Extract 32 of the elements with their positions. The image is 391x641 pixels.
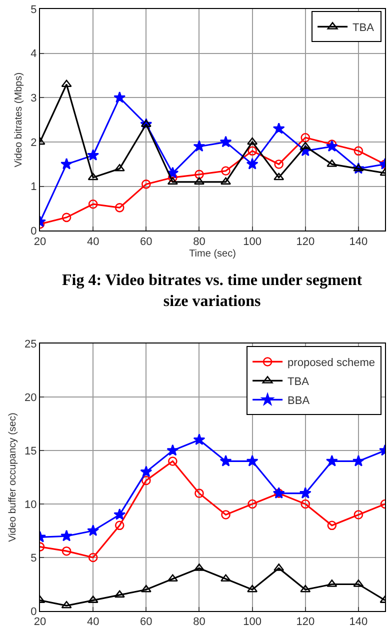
y-axis-title: Video buffer occupancy (sec)	[8, 412, 19, 542]
x-tick-label: 140	[349, 616, 368, 628]
y-tick-label: 1	[30, 181, 37, 194]
x-tick-label: 100	[243, 616, 262, 628]
y-tick-label: 2	[30, 136, 37, 149]
x-tick-label: 40	[86, 616, 100, 628]
x-tick-label: 80	[193, 236, 206, 248]
x-tick-label: 60	[140, 236, 152, 248]
y-tick-label: 3	[30, 92, 37, 105]
x-tick-label: 120	[296, 616, 315, 628]
x-tick-label: 60	[140, 616, 152, 628]
y-tick-label: 10	[24, 498, 37, 511]
legend-label: BBA	[288, 395, 310, 408]
x-tick-label: 80	[193, 616, 206, 628]
y-tick-label: 0	[30, 606, 37, 618]
legend-label: proposed scheme	[288, 357, 376, 370]
caption: Fig 4: Video bitrates vs. time under segment size variations	[62, 272, 363, 310]
y-tick-label: 5	[30, 4, 37, 16]
legend-label: TBA	[288, 376, 310, 388]
y-tick-label: 25	[24, 338, 37, 350]
y-tick-label: 0	[30, 226, 37, 238]
x-tick-label: 140	[349, 236, 368, 248]
y-tick-label: 20	[24, 392, 37, 404]
y-axis-title: Video bitrates (Mbps)	[14, 72, 25, 168]
x-tick-label: 120	[296, 236, 315, 248]
y-tick-label: 4	[30, 48, 37, 60]
y-tick-label: 5	[30, 552, 37, 564]
y-tick-label: 15	[24, 445, 37, 458]
x-tick-label: 100	[243, 236, 262, 248]
x-axis-title: Time (sec)	[189, 248, 236, 260]
legend-label: TBA	[352, 22, 375, 34]
x-tick-label: 40	[86, 236, 100, 248]
